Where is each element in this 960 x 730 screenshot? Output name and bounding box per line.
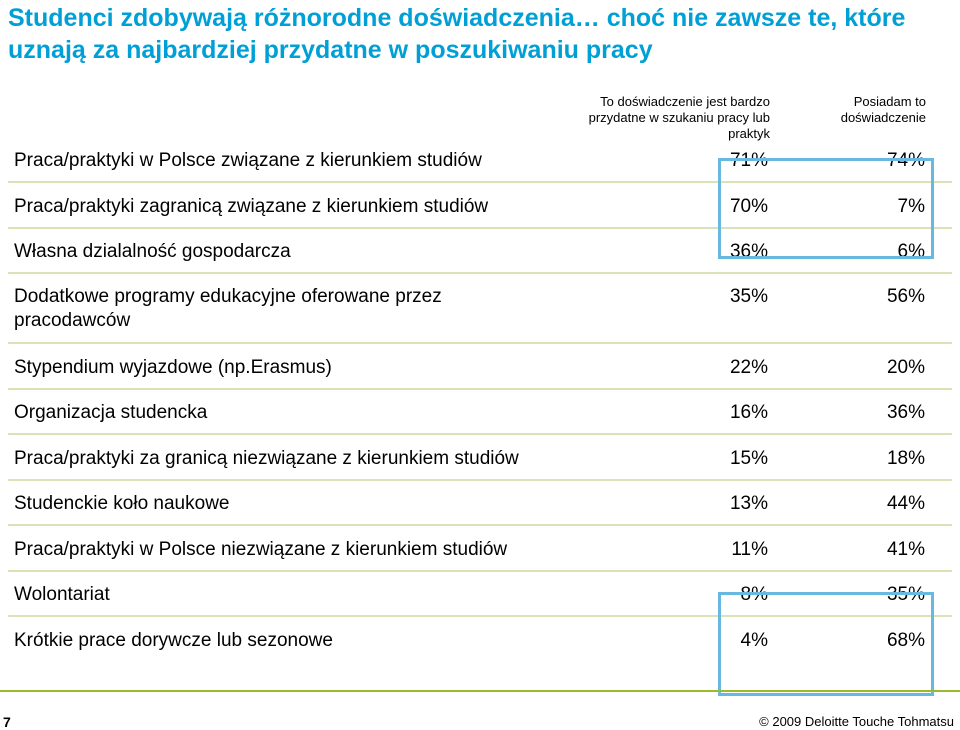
highlight-box-bottom [718, 592, 934, 696]
footer-divider [0, 690, 960, 692]
row-label: Wolontariat [14, 584, 110, 605]
useful-value: 11% [731, 539, 768, 560]
row-divider [8, 570, 952, 572]
row-label: Krótkie prace dorywcze lub sezonowe [14, 630, 333, 651]
column-header-have: Posiadam to doświadczenie [840, 94, 926, 125]
useful-value: 13% [729, 493, 768, 514]
have-value: 7% [897, 196, 925, 217]
row-divider [8, 524, 952, 526]
row-label: Dodatkowe programy edukacyjne oferowane … [14, 286, 442, 331]
row-label: Praca/praktyki w Polsce związane z kieru… [14, 150, 482, 171]
row-divider [8, 227, 952, 229]
row-divider [8, 181, 952, 183]
useful-value: 4% [740, 630, 768, 651]
row-divider [8, 342, 952, 344]
row-label: Organizacja studencka [14, 402, 208, 423]
row-label: Własna dzialalność gospodarcza [14, 241, 291, 262]
row-label: Studenckie koło naukowe [14, 493, 230, 514]
copyright-notice: © 2009 Deloitte Touche Tohmatsu [759, 714, 954, 729]
row-divider [8, 433, 952, 435]
page-number: 7 [3, 714, 11, 730]
have-value: 20% [886, 357, 925, 378]
useful-value: 22% [729, 357, 768, 378]
row-divider [8, 479, 952, 481]
row-divider [8, 272, 952, 274]
have-value: 36% [886, 402, 925, 423]
useful-value: 35% [729, 286, 768, 307]
page-title: Studenci zdobywają różnorodne doświadcze… [8, 4, 906, 64]
useful-value: 70% [729, 196, 768, 217]
row-divider [8, 615, 952, 617]
column-header-useful: To doświadczenie jest bardzo przydatne w… [588, 94, 770, 141]
row-label: Praca/praktyki zagranicą związane z kier… [14, 196, 489, 217]
highlight-box-top [718, 158, 934, 259]
row-divider [8, 388, 952, 390]
have-value: 56% [886, 286, 925, 307]
useful-value: 15% [729, 448, 768, 469]
useful-value: 16% [729, 402, 768, 423]
have-value: 68% [886, 630, 925, 651]
have-value: 18% [886, 448, 925, 469]
have-value: 41% [886, 539, 925, 560]
have-value: 44% [886, 493, 925, 514]
row-label: Praca/praktyki w Polsce niezwiązane z ki… [14, 539, 508, 560]
row-label: Stypendium wyjazdowe (np.Erasmus) [14, 357, 332, 378]
row-label: Praca/praktyki za granicą niezwiązane z … [14, 448, 519, 469]
